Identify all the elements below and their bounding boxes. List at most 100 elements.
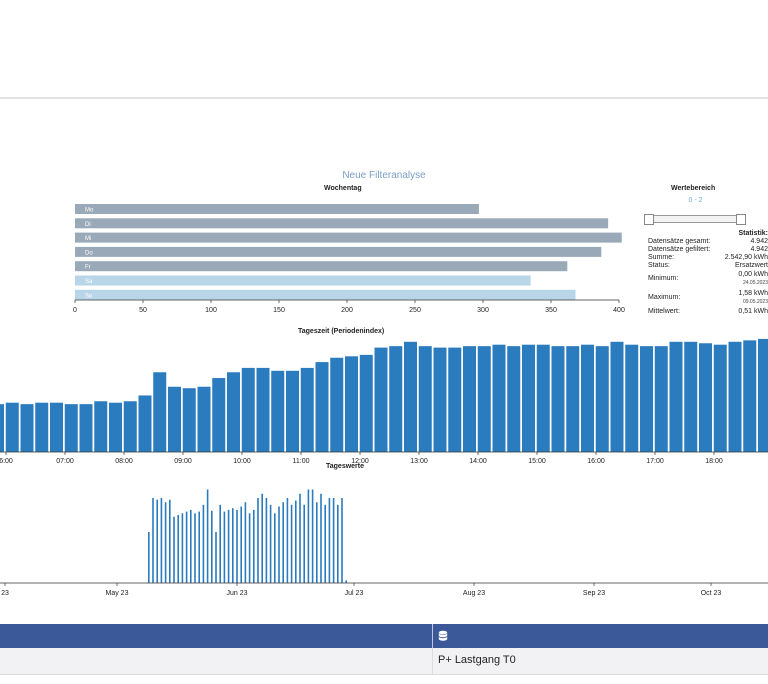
daily-bar [169,499,171,583]
weekday-chart-subtitle: Wochentag [324,185,362,192]
timeofday-chart: 6:00 07:00 08:00 09:00 10:00 11:00 12:00 13:00 1… [0,338,768,465]
daily-bar [177,515,179,583]
timeofday-bar [286,370,299,452]
weekday-bar-label: Mi [85,236,91,242]
daily-bar [295,500,297,583]
weekday-bar-label: Sa [85,279,93,285]
daily-bar [253,509,255,583]
timeofday-bar [227,372,240,452]
timeofday-bar [138,395,152,452]
daily-bar [307,489,310,583]
timeofday-chart-subtitle: Tageszeit (Periodenindex) [298,328,385,335]
x-tick-label: 08:00 [115,458,133,465]
statistics-title: Statistik: [738,230,768,237]
weekday-bar-label: Di [85,222,91,228]
timeofday-bar [522,344,535,452]
daily-bar [320,493,322,583]
daily-bar [303,504,305,583]
timeofday-bar [168,386,181,452]
daily-bar [328,498,331,583]
daily-bar [232,508,234,583]
timeofday-bar [595,346,609,452]
range-slider[interactable] [644,214,746,225]
timeofday-bar [581,344,594,452]
stat-value: 2.542,90 kWh [724,254,768,261]
stat-label: Summe: [648,254,675,261]
daily-bar [173,516,175,583]
range-slider-max-handle[interactable] [736,214,746,225]
daily-bar [269,504,272,583]
x-tick-label: Aug 23 [463,590,485,597]
timeofday-bar [448,347,462,452]
timeofday-bar [404,341,417,452]
stat-label: Datensätze gefiltert: [648,246,711,253]
x-tick-label: Jul 23 [345,590,364,597]
timeofday-bar [433,347,447,452]
daily-bar [290,504,293,583]
column-divider [432,648,433,674]
daily-bar [164,502,167,583]
x-tick-label: Oct 23 [701,590,722,597]
x-tick-label: 200 [341,307,353,314]
weekday-bar [75,204,479,214]
column-divider [432,624,433,648]
daily-bar [215,532,217,583]
daily-bar [185,511,188,583]
timeofday-bar [669,341,683,452]
x-tick-label: 15:00 [528,458,546,465]
daily-bar [299,493,301,583]
stat-label: Minimum: [648,275,679,282]
timeofday-bar [477,346,491,452]
daily-bar [278,506,280,583]
weekday-chart: Mo Di Mi Do Fr Sa So 0 50 100 150 200 250 300 350 400 [73,204,625,314]
timeofday-bar [713,344,727,452]
weekday-bar [75,275,531,286]
timeofday-bar [241,367,255,452]
timeofday-bar [654,346,668,452]
timeofday-bar [345,356,358,452]
stat-value: 0,51 kWh [738,308,768,315]
daily-bar [240,506,242,583]
weekday-bar [75,232,622,243]
timeofday-bar [551,346,565,452]
stat-label: Datensätze gesamt: [648,238,711,245]
daily-bar [206,489,209,583]
stat-date: 24.05.2023 [742,280,768,286]
daily-chart-subtitle: Tageswerte [326,463,364,470]
daily-bar [345,580,347,583]
timeofday-bar [359,354,373,452]
statistics-panel: Statistik: Datensätze gesamt: 4.942 Daten… [648,230,768,316]
weekday-bar [75,289,576,300]
x-tick-label: 10:00 [233,458,251,465]
range-slider-min-handle[interactable] [644,214,654,225]
daily-bar [261,493,263,583]
daily-bar [341,498,343,583]
data-table: P+ Lastgang T0 [0,624,768,684]
timeofday-bar [536,344,550,452]
timeofday-bar [684,341,698,452]
stat-value: 0,00 kWh [738,271,768,278]
x-tick-label: 13:00 [410,458,428,465]
x-tick-label: 23 [1,590,9,597]
timeofday-bar [35,402,49,452]
timeofday-bar [610,341,624,452]
daily-bar [148,532,150,583]
timeofday-bar [699,343,712,452]
daily-bar [286,498,289,583]
chart-title: Neue Filteranalyse [342,170,426,181]
daily-bar [227,509,230,583]
daily-bar [311,489,314,583]
x-tick-label: 6:00 [0,458,13,465]
timeofday-bar [743,340,757,452]
table-row[interactable]: P+ Lastgang T0 [0,648,768,675]
stat-value: 4.942 [750,238,768,245]
table-header [0,624,768,648]
weekday-bar-label: So [85,293,93,299]
x-tick-label: 400 [613,307,625,314]
daily-bar [190,509,192,583]
daily-bar [274,513,276,583]
daily-bar [223,511,226,583]
daily-bar [152,498,154,583]
daily-bar [248,513,251,583]
daily-chart: 23 May 23 Jun 23 Jul 23 Aug 23 Sep 23 Oct 23 [0,489,768,597]
